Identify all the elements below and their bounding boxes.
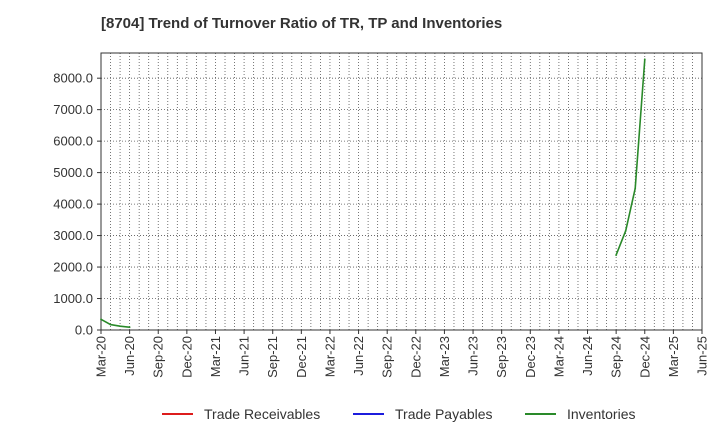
- data-point: [109, 323, 112, 326]
- y-tick-label: 5000.0: [53, 165, 93, 180]
- x-tick-label: Mar-20: [94, 336, 109, 377]
- legend-label: Inventories: [567, 406, 635, 422]
- x-tick-label: Mar-22: [322, 336, 337, 377]
- x-tick-label: Sep-23: [494, 336, 509, 378]
- x-tick-label: Mar-25: [666, 336, 681, 377]
- data-point: [643, 58, 646, 61]
- x-tick-label: Sep-20: [151, 336, 166, 378]
- legend: Trade Receivables Trade Payables Inventori…: [162, 406, 635, 422]
- y-tick-label: 1000.0: [53, 291, 93, 306]
- legend-label: Trade Receivables: [204, 406, 320, 422]
- data-point: [615, 254, 618, 256]
- y-tick-label: 0.0: [75, 323, 93, 338]
- data-point: [128, 326, 131, 329]
- x-tick-label: Dec-22: [408, 336, 423, 378]
- y-tick-label: 2000.0: [53, 260, 93, 275]
- x-tick-label: Dec-20: [179, 336, 194, 378]
- data-point: [100, 318, 102, 321]
- data-point: [119, 325, 121, 328]
- x-tick-label: Jun-25: [695, 336, 710, 376]
- x-tick-label: Jun-21: [237, 336, 252, 376]
- series-layer: [100, 58, 646, 329]
- x-tick-label: Dec-23: [523, 336, 538, 378]
- y-tick-label: 3000.0: [53, 228, 93, 243]
- x-tick-label: Mar-24: [551, 336, 566, 377]
- x-tick-label: Dec-24: [637, 336, 652, 378]
- chart-title: [8704] Trend of Turnover Ratio of TR, TP…: [101, 15, 503, 32]
- x-tick-label: Sep-24: [609, 336, 624, 378]
- y-axis: 0.0 1000.0 2000.0 3000.0 4000.0 5000.0 6000.0 7…: [53, 71, 101, 338]
- y-tick-label: 8000.0: [53, 71, 93, 86]
- x-tick-label: Mar-23: [437, 336, 452, 377]
- y-tick-label: 6000.0: [53, 134, 93, 149]
- legend-label: Trade Payables: [395, 406, 493, 422]
- grid: [100, 53, 703, 331]
- series-line-inventories: [615, 59, 646, 256]
- x-tick-label: Jun-22: [351, 336, 366, 376]
- plot-area: [100, 52, 703, 331]
- x-tick-label: Jun-24: [580, 336, 595, 376]
- x-tick-label: Jun-23: [466, 336, 481, 376]
- x-tick-label: Sep-22: [380, 336, 395, 378]
- data-point: [634, 187, 637, 190]
- y-tick-label: 4000.0: [53, 197, 93, 212]
- y-tick-label: 7000.0: [53, 102, 93, 117]
- x-tick-label: Jun-20: [122, 336, 137, 376]
- x-tick-label: Sep-21: [265, 336, 280, 378]
- x-tick-label: Mar-21: [208, 336, 223, 377]
- series-line-inventories: [100, 318, 130, 328]
- data-point: [624, 229, 627, 232]
- x-axis: Mar-20 Jun-20 Sep-20 Dec-20 Mar-21 Jun-21 Sep-…: [94, 330, 710, 378]
- x-tick-label: Dec-21: [294, 336, 309, 378]
